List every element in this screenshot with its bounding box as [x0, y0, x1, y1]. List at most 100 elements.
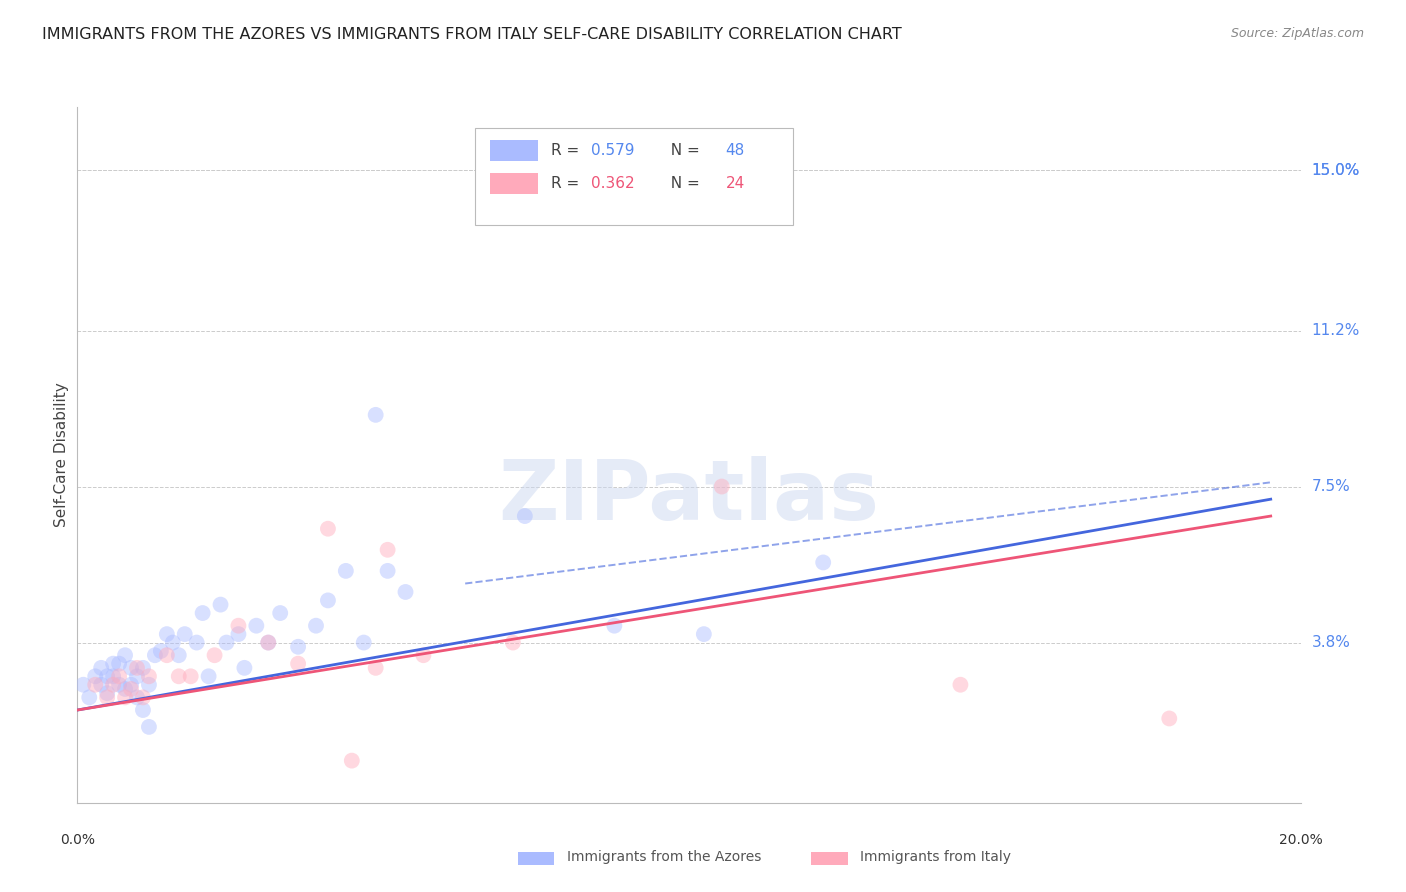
Point	[167, 669, 190, 683]
Point	[377, 542, 399, 557]
Point	[394, 585, 416, 599]
Point	[108, 678, 131, 692]
Point	[364, 408, 387, 422]
Point	[180, 669, 202, 683]
Point	[233, 661, 256, 675]
Point	[108, 669, 131, 683]
Point	[120, 681, 142, 696]
Point	[96, 669, 118, 683]
Point	[287, 640, 309, 654]
Text: 7.5%: 7.5%	[1312, 479, 1350, 494]
FancyBboxPatch shape	[489, 173, 538, 194]
Point	[156, 648, 179, 663]
Point	[114, 690, 136, 705]
Point	[191, 606, 214, 620]
Text: R =: R =	[551, 144, 583, 159]
Text: 0.0%: 0.0%	[60, 833, 94, 847]
Point	[90, 678, 112, 692]
Text: 48: 48	[725, 144, 745, 159]
Point	[120, 661, 142, 675]
Point	[257, 635, 280, 649]
Point	[364, 661, 387, 675]
Point	[710, 479, 733, 493]
Text: ZIPatlas: ZIPatlas	[499, 456, 879, 537]
Point	[125, 690, 148, 705]
Point	[138, 669, 160, 683]
Point	[377, 564, 399, 578]
Point	[1159, 711, 1181, 725]
Point	[167, 648, 190, 663]
Point	[143, 648, 166, 663]
Point	[287, 657, 309, 671]
Point	[693, 627, 716, 641]
FancyBboxPatch shape	[811, 852, 848, 865]
Point	[245, 618, 267, 632]
Point	[215, 635, 238, 649]
Text: Source: ZipAtlas.com: Source: ZipAtlas.com	[1230, 27, 1364, 40]
Point	[138, 720, 160, 734]
Point	[316, 522, 339, 536]
Point	[101, 678, 124, 692]
Point	[316, 593, 339, 607]
Point	[96, 686, 118, 700]
FancyBboxPatch shape	[475, 128, 793, 226]
Text: 15.0%: 15.0%	[1312, 163, 1360, 178]
Point	[149, 644, 172, 658]
Text: 24: 24	[725, 176, 745, 191]
Point	[132, 690, 155, 705]
Text: IMMIGRANTS FROM THE AZORES VS IMMIGRANTS FROM ITALY SELF-CARE DISABILITY CORRELA: IMMIGRANTS FROM THE AZORES VS IMMIGRANTS…	[42, 27, 901, 42]
Point	[811, 556, 834, 570]
Point	[96, 690, 118, 705]
Point	[257, 635, 280, 649]
Point	[603, 618, 626, 632]
Point	[125, 669, 148, 683]
Point	[228, 618, 250, 632]
Point	[101, 657, 124, 671]
Point	[90, 661, 112, 675]
Point	[84, 678, 107, 692]
Text: 20.0%: 20.0%	[1278, 833, 1323, 847]
Text: 15.0%: 15.0%	[1312, 163, 1360, 178]
Point	[114, 681, 136, 696]
Text: N =: N =	[661, 176, 704, 191]
Text: N =: N =	[661, 144, 704, 159]
Point	[77, 690, 100, 705]
Point	[513, 509, 536, 524]
Point	[228, 627, 250, 641]
Point	[108, 657, 131, 671]
Text: 3.8%: 3.8%	[1312, 635, 1351, 650]
Point	[340, 754, 363, 768]
Point	[156, 627, 179, 641]
Point	[162, 635, 184, 649]
Point	[132, 703, 155, 717]
Point	[138, 678, 160, 692]
Point	[305, 618, 328, 632]
Point	[197, 669, 219, 683]
Point	[204, 648, 226, 663]
Point	[353, 635, 375, 649]
Text: R =: R =	[551, 176, 583, 191]
Point	[269, 606, 291, 620]
Point	[173, 627, 195, 641]
FancyBboxPatch shape	[489, 140, 538, 161]
Text: 11.2%: 11.2%	[1312, 323, 1360, 338]
Point	[84, 669, 107, 683]
Point	[209, 598, 232, 612]
Point	[186, 635, 208, 649]
Point	[335, 564, 357, 578]
Text: 0.362: 0.362	[591, 176, 634, 191]
Point	[125, 661, 148, 675]
Point	[502, 635, 524, 649]
Text: Immigrants from Italy: Immigrants from Italy	[860, 850, 1011, 864]
Point	[72, 678, 94, 692]
Point	[101, 669, 124, 683]
Text: 0.579: 0.579	[591, 144, 634, 159]
Y-axis label: Self-Care Disability: Self-Care Disability	[53, 383, 69, 527]
Point	[412, 648, 434, 663]
Point	[132, 661, 155, 675]
Point	[114, 648, 136, 663]
Point	[949, 678, 972, 692]
Point	[120, 678, 142, 692]
FancyBboxPatch shape	[517, 852, 554, 865]
Text: Immigrants from the Azores: Immigrants from the Azores	[567, 850, 761, 864]
